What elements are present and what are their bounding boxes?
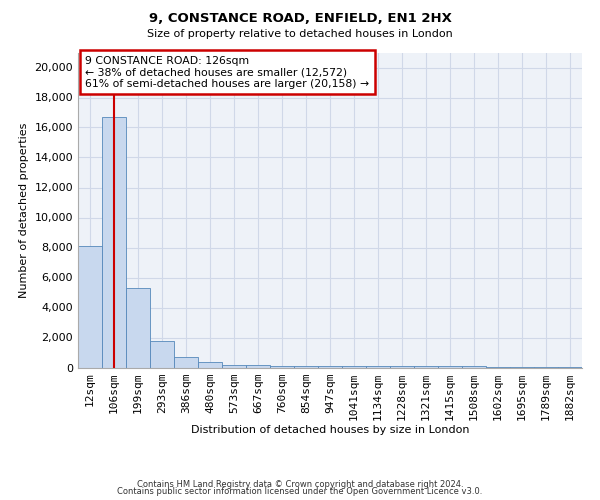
Bar [366,366,390,368]
Bar [198,362,222,368]
X-axis label: Distribution of detached houses by size in London: Distribution of detached houses by size … [191,425,469,435]
Bar [102,117,126,368]
Text: Contains public sector information licensed under the Open Government Licence v3: Contains public sector information licen… [118,487,482,496]
Bar [270,366,294,368]
Text: Contains HM Land Registry data © Crown copyright and database right 2024.: Contains HM Land Registry data © Crown c… [137,480,463,489]
Bar [390,366,414,368]
Bar [174,357,198,368]
Bar [78,246,102,368]
Bar [558,367,582,368]
Bar [342,366,366,368]
Bar [534,366,558,368]
Bar [150,340,174,367]
Bar [294,366,318,368]
Bar [414,366,438,368]
Bar [318,366,342,368]
Bar [246,365,270,368]
Bar [222,364,246,368]
Bar [486,366,510,368]
Bar [438,366,462,368]
Text: Size of property relative to detached houses in London: Size of property relative to detached ho… [147,29,453,39]
Text: 9, CONSTANCE ROAD, ENFIELD, EN1 2HX: 9, CONSTANCE ROAD, ENFIELD, EN1 2HX [149,12,451,26]
Bar [126,288,150,368]
Text: 9 CONSTANCE ROAD: 126sqm
← 38% of detached houses are smaller (12,572)
61% of se: 9 CONSTANCE ROAD: 126sqm ← 38% of detach… [85,56,370,88]
Y-axis label: Number of detached properties: Number of detached properties [19,122,29,298]
Bar [462,366,486,368]
Bar [510,366,534,368]
